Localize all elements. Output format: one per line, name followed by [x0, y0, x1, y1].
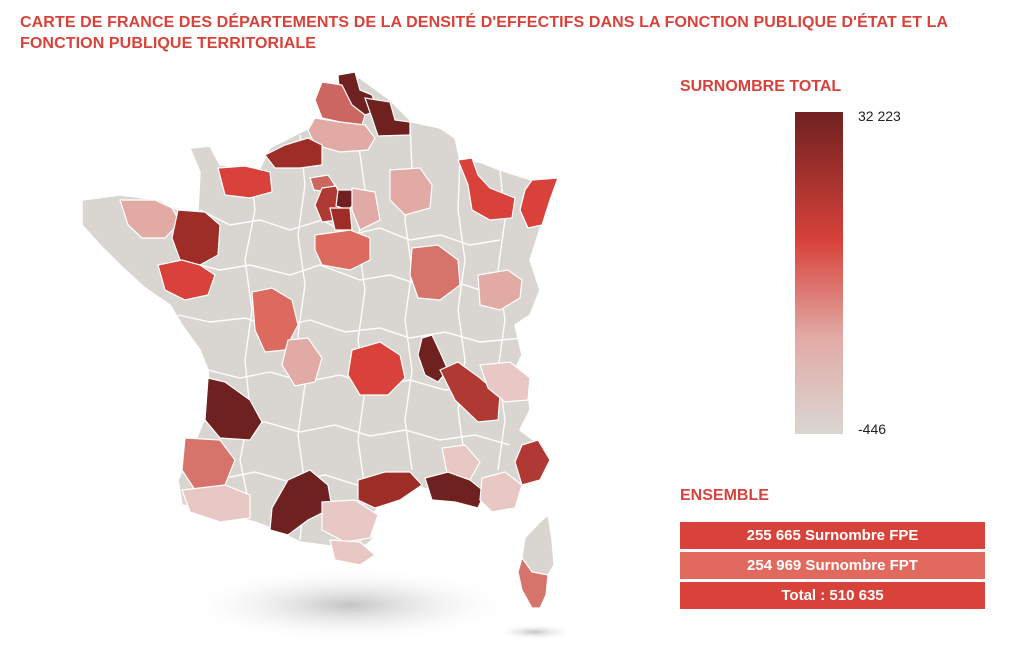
department-vienne	[251, 287, 299, 353]
department-var	[479, 471, 523, 513]
department-cotes-armor	[119, 199, 181, 239]
department-somme	[307, 117, 376, 153]
ensemble-title: ENSEMBLE	[680, 487, 769, 504]
department-loiret	[314, 229, 371, 271]
page-title: CARTE DE FRANCE DES DÉPARTEMENTS DE LA D…	[20, 14, 948, 52]
stat-fpt: 254 969 Surnombre FPT	[680, 552, 985, 579]
department-seine-et-marne	[351, 187, 381, 231]
color-scale-bar	[795, 112, 843, 434]
colored-departments	[119, 71, 559, 566]
department-calvados	[217, 165, 273, 199]
department-isere	[439, 361, 501, 423]
department-puy-de-dome	[347, 341, 406, 396]
department-meuse-moselle	[457, 157, 516, 221]
department-essonne	[329, 207, 353, 231]
scale-min-label: -446	[858, 421, 887, 437]
france-map	[60, 60, 620, 660]
department-savoie	[479, 361, 531, 403]
department-nord-east	[364, 97, 411, 137]
corsica	[517, 513, 555, 609]
department-herault	[357, 471, 423, 509]
department-seine-maritime	[264, 137, 323, 169]
stat-fpe: 255 665 Surnombre FPE	[680, 522, 985, 549]
department-marne	[389, 167, 433, 216]
department-alpes-maritimes	[514, 439, 551, 486]
department-gironde	[204, 377, 263, 441]
department-cote-dor	[409, 244, 461, 301]
department-aude	[321, 499, 379, 543]
france-map-svg	[81, 71, 575, 643]
department-haute-vienne	[281, 337, 323, 387]
department-ille-et-vilaine	[171, 209, 221, 266]
department-pyrenees-atlantiques	[181, 484, 251, 523]
department-corse-du-sud	[517, 556, 549, 609]
mainland-shadow	[180, 567, 520, 643]
legend-title: SURNOMBRE TOTAL	[680, 78, 842, 95]
department-bas-rhin	[519, 177, 559, 229]
stat-total: Total : 510 635	[680, 582, 985, 609]
corsica-shadow	[495, 624, 575, 640]
department-loire-atlantique	[157, 259, 216, 301]
department-doubs	[477, 269, 523, 311]
department-pyrenees-orientales	[329, 539, 376, 566]
scale-max-label: 32 223	[858, 108, 901, 124]
